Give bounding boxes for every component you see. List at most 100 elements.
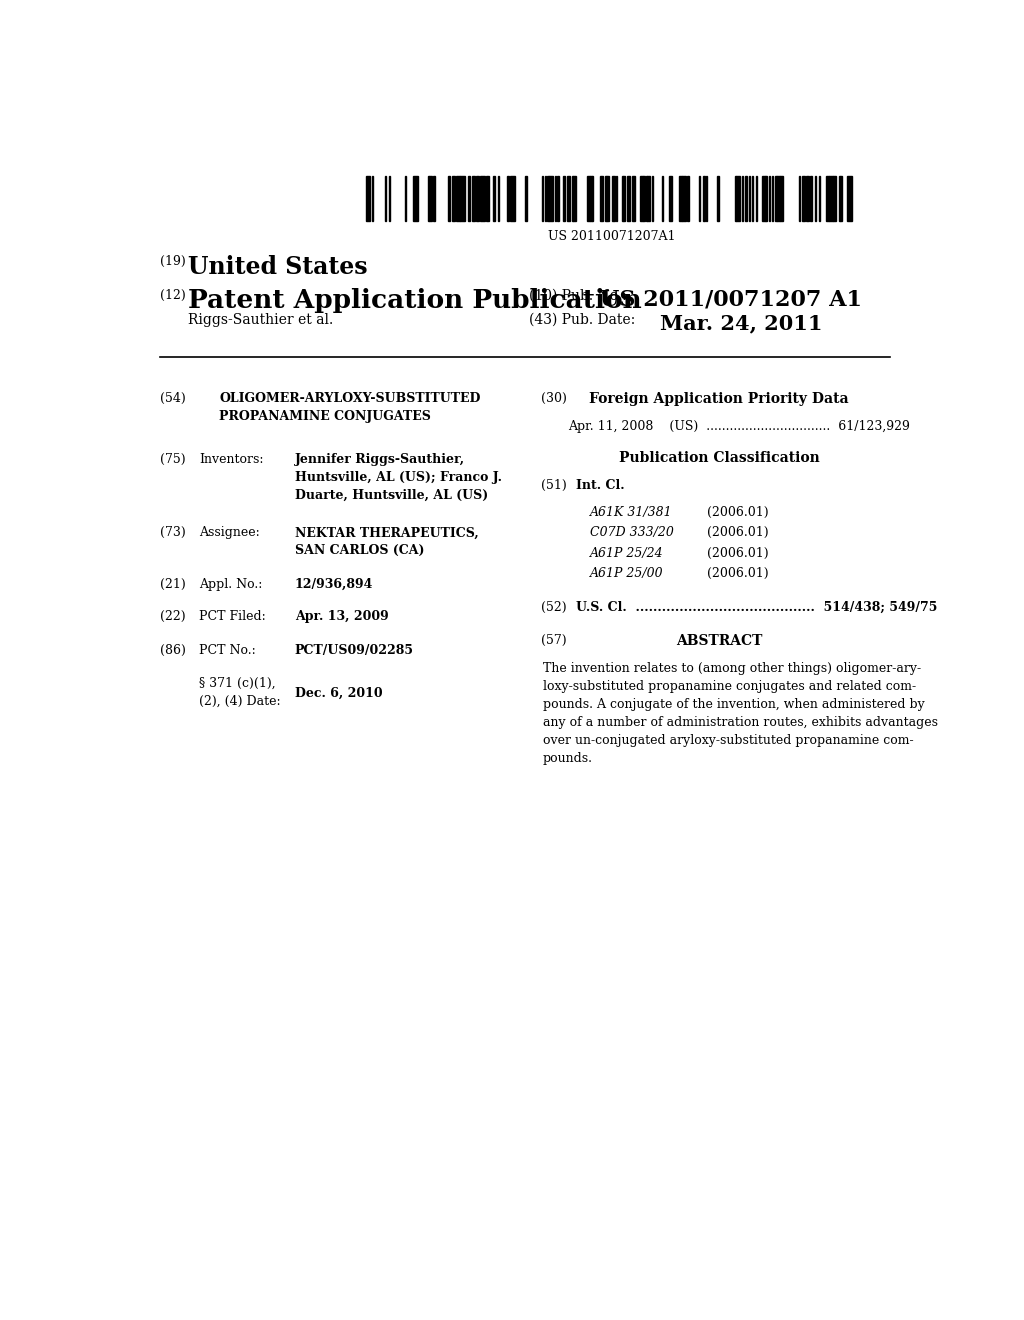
Bar xyxy=(563,176,564,222)
Text: Patent Application Publication: Patent Application Publication xyxy=(187,289,641,313)
Bar xyxy=(510,176,515,222)
Text: (2006.01): (2006.01) xyxy=(708,546,769,560)
Bar xyxy=(841,176,842,222)
Text: A61K 31/381: A61K 31/381 xyxy=(590,506,673,519)
Text: PCT Filed:: PCT Filed: xyxy=(200,610,266,623)
Bar xyxy=(826,176,828,222)
Text: Apr. 11, 2008    (US)  ................................  61/123,929: Apr. 11, 2008 (US) .....................… xyxy=(568,420,910,433)
Bar xyxy=(414,176,418,222)
Text: Dec. 6, 2010: Dec. 6, 2010 xyxy=(295,686,382,700)
Bar xyxy=(555,176,556,222)
Text: (86): (86) xyxy=(160,644,185,657)
Text: OLIGOMER-ARYLOXY-SUBSTITUTED
PROPANAMINE CONJUGATES: OLIGOMER-ARYLOXY-SUBSTITUTED PROPANAMINE… xyxy=(219,392,480,424)
Bar xyxy=(774,176,777,222)
Text: (30): (30) xyxy=(541,392,566,405)
Text: US 20110071207A1: US 20110071207A1 xyxy=(548,230,676,243)
Text: Riggs-Sauthier et al.: Riggs-Sauthier et al. xyxy=(187,313,333,327)
Text: Appl. No.:: Appl. No.: xyxy=(200,578,263,591)
Bar xyxy=(545,176,546,222)
Bar xyxy=(549,176,553,222)
Bar xyxy=(780,176,783,222)
Text: Mar. 24, 2011: Mar. 24, 2011 xyxy=(659,313,822,333)
Bar xyxy=(476,176,479,222)
Bar xyxy=(643,176,645,222)
Bar xyxy=(682,176,686,222)
Bar xyxy=(806,176,809,222)
Bar xyxy=(839,176,841,222)
Text: Jennifer Riggs-Sauthier,
Huntsville, AL (US); Franco J.
Duarte, Huntsville, AL (: Jennifer Riggs-Sauthier, Huntsville, AL … xyxy=(295,453,502,502)
Bar xyxy=(703,176,705,222)
Bar xyxy=(628,176,631,222)
Bar xyxy=(542,176,543,222)
Bar xyxy=(389,176,390,222)
Text: (75): (75) xyxy=(160,453,185,466)
Bar xyxy=(640,176,643,222)
Bar xyxy=(819,176,820,222)
Text: Assignee:: Assignee: xyxy=(200,527,260,540)
Bar xyxy=(429,176,432,222)
Bar xyxy=(494,176,495,222)
Text: (52): (52) xyxy=(541,601,566,614)
Bar xyxy=(611,176,614,222)
Bar xyxy=(607,176,609,222)
Bar xyxy=(508,176,509,222)
Bar xyxy=(834,176,836,222)
Text: (73): (73) xyxy=(160,527,185,540)
Bar xyxy=(498,176,499,222)
Bar xyxy=(741,176,743,222)
Bar xyxy=(662,176,664,222)
Bar xyxy=(571,176,573,222)
Bar xyxy=(591,176,592,222)
Bar xyxy=(452,176,455,222)
Bar xyxy=(777,176,780,222)
Text: United States: United States xyxy=(187,255,368,279)
Bar xyxy=(468,176,470,222)
Bar xyxy=(427,176,429,222)
Bar xyxy=(828,176,834,222)
Bar xyxy=(461,176,465,222)
Text: (54): (54) xyxy=(160,392,185,405)
Bar xyxy=(762,176,765,222)
Bar xyxy=(524,176,527,222)
Bar xyxy=(486,176,488,222)
Text: ABSTRACT: ABSTRACT xyxy=(676,634,763,648)
Text: PCT/US09/02285: PCT/US09/02285 xyxy=(295,644,414,657)
Bar xyxy=(592,176,593,222)
Text: C07D 333/20: C07D 333/20 xyxy=(590,527,674,540)
Bar xyxy=(687,176,689,222)
Bar xyxy=(385,176,386,222)
Bar xyxy=(736,176,740,222)
Bar xyxy=(815,176,816,222)
Bar xyxy=(646,176,647,222)
Text: (22): (22) xyxy=(160,610,185,623)
Bar xyxy=(769,176,770,222)
Bar xyxy=(548,176,549,222)
Bar xyxy=(622,176,624,222)
Bar xyxy=(652,176,653,222)
Bar xyxy=(848,176,852,222)
Bar xyxy=(765,176,766,222)
Bar xyxy=(647,176,650,222)
Bar xyxy=(588,176,591,222)
Text: Apr. 13, 2009: Apr. 13, 2009 xyxy=(295,610,388,623)
Text: A61P 25/00: A61P 25/00 xyxy=(590,568,664,579)
Text: Inventors:: Inventors: xyxy=(200,453,264,466)
Bar xyxy=(604,176,606,222)
Text: U.S. Cl.  .........................................  514/438; 549/75: U.S. Cl. ...............................… xyxy=(577,601,938,614)
Bar xyxy=(749,176,751,222)
Bar xyxy=(456,176,461,222)
Text: US 2011/0071207 A1: US 2011/0071207 A1 xyxy=(600,289,862,310)
Bar xyxy=(573,176,577,222)
Bar xyxy=(606,176,607,222)
Bar xyxy=(567,176,570,222)
Text: Foreign Application Priority Data: Foreign Application Priority Data xyxy=(590,392,849,407)
Bar xyxy=(772,176,773,222)
Text: (10) Pub. No.:: (10) Pub. No.: xyxy=(528,289,627,302)
Bar xyxy=(600,176,603,222)
Bar xyxy=(752,176,754,222)
Text: PCT No.:: PCT No.: xyxy=(200,644,256,657)
Bar xyxy=(624,176,625,222)
Bar xyxy=(616,176,617,222)
Text: Int. Cl.: Int. Cl. xyxy=(577,479,625,491)
Text: (19): (19) xyxy=(160,255,185,268)
